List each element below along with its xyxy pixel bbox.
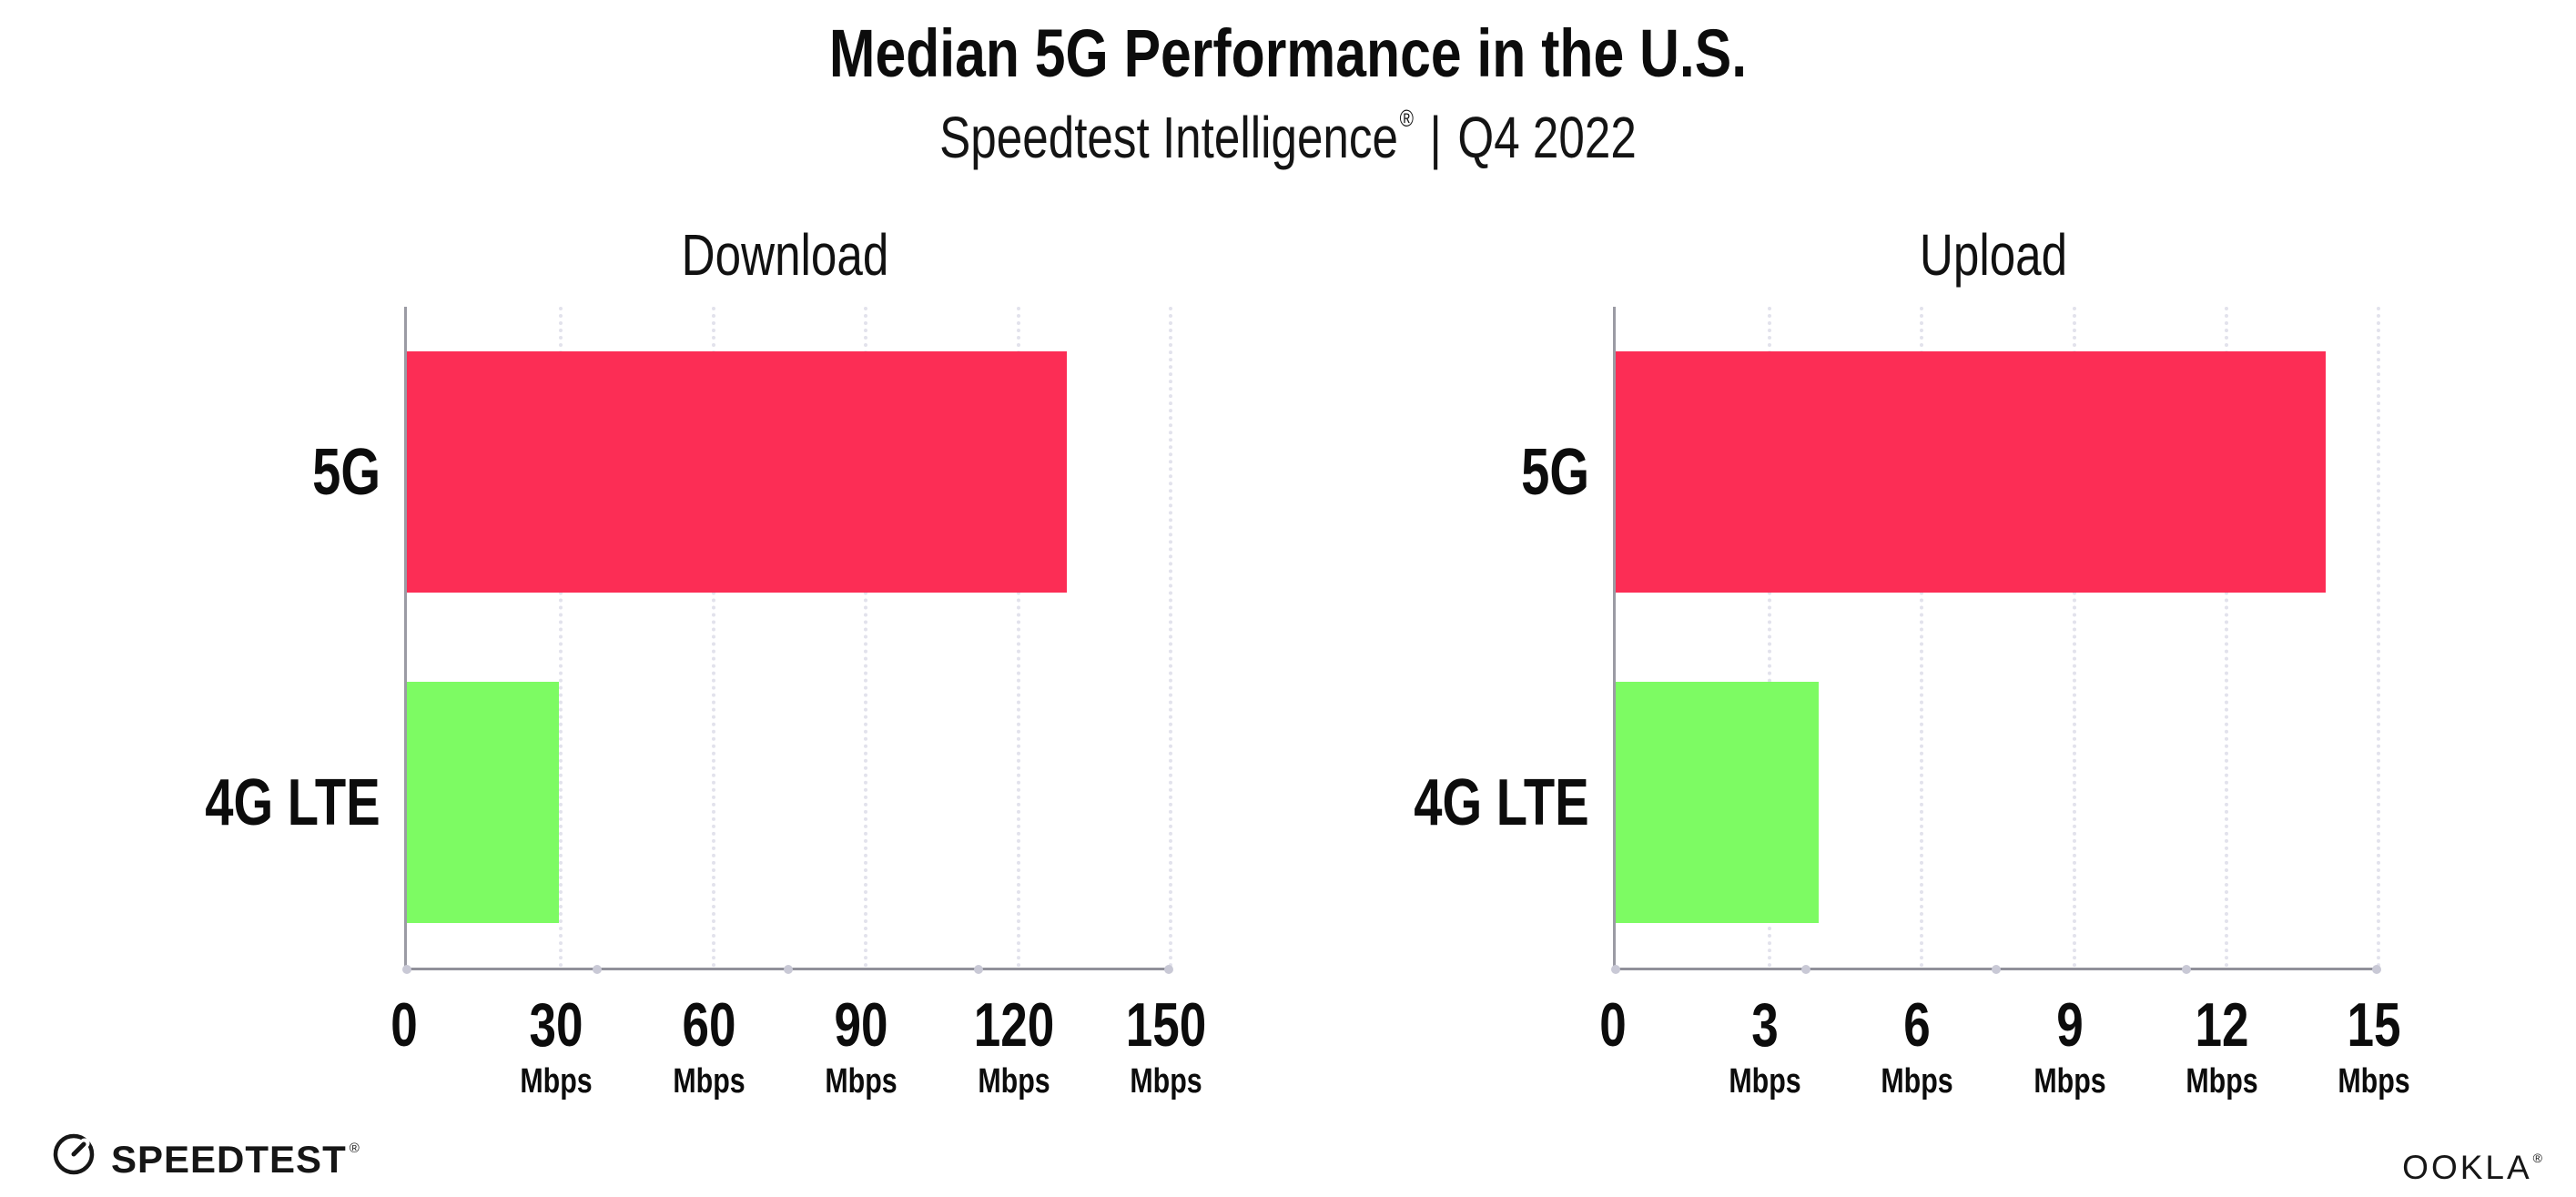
x-tick-unit: Mbps [1130, 1062, 1202, 1101]
x-tick-unit: Mbps [2186, 1062, 2258, 1101]
plot-area-download [402, 307, 1173, 974]
gauge-dial-icon [51, 1131, 96, 1177]
axis-tick-dot [1611, 965, 1620, 974]
x-tick-value: 15 [2347, 990, 2401, 1060]
registered-trademark-icon: ® [349, 1141, 360, 1156]
gridline-upload-15 [2377, 307, 2380, 968]
x-tick-value: 60 [682, 990, 736, 1060]
gridline-upload-6 [1920, 307, 1924, 968]
chart-title-download: Download [681, 222, 889, 288]
x-tick-download-30: 30 Mbps [447, 992, 665, 1101]
gridline-download-120 [1016, 307, 1020, 968]
x-tick-upload-6: 6 Mbps [1808, 992, 2026, 1101]
x-tick-value: 0 [390, 990, 418, 1060]
x-tick-download-0: 0 [295, 992, 513, 1058]
bar-download-5g [407, 351, 1068, 593]
speedtest-logo: SPEEDTEST ® [51, 1127, 360, 1182]
gridline-download-150 [1169, 307, 1172, 968]
x-tick-upload-15: 15 Mbps [2265, 992, 2483, 1101]
x-tick-value: 3 [1751, 990, 1779, 1060]
category-label-upload-4g-lte: 4G LTE [1414, 766, 1589, 839]
x-tick-value: 150 [1125, 990, 1207, 1060]
x-tick-upload-3: 3 Mbps [1656, 992, 1874, 1101]
gridline-download-60 [711, 307, 715, 968]
x-tick-unit: Mbps [1729, 1062, 1801, 1101]
ookla-logo: OOKLA® [2402, 1140, 2545, 1186]
axis-tick-dot [783, 965, 793, 974]
x-tick-download-90: 90 Mbps [752, 992, 970, 1101]
registered-trademark-icon: ® [2532, 1151, 2545, 1165]
speedtest-wordmark: SPEEDTEST ® [111, 1138, 360, 1181]
bar-upload-5g [1616, 351, 2327, 593]
axis-tick-dot [593, 965, 603, 974]
x-tick-upload-9: 9 Mbps [1961, 992, 2179, 1101]
subtitle-period: Q4 2022 [1457, 105, 1637, 170]
page-subtitle: Speedtest Intelligence® | Q4 2022 [258, 104, 2318, 171]
gridline-upload-12 [2224, 307, 2228, 968]
subtitle-separator: | [1429, 105, 1442, 170]
ookla-wordmark: OOKLA [2402, 1149, 2532, 1186]
gridline-upload-9 [2072, 307, 2076, 968]
bar-upload-4g-lte [1616, 682, 1819, 923]
axis-tick-dot [1164, 965, 1173, 974]
axis-tick-dot [1992, 965, 2001, 974]
x-tick-unit: Mbps [977, 1062, 1050, 1101]
x-tick-upload-0: 0 [1504, 992, 1722, 1058]
gridline-download-30 [559, 307, 563, 968]
x-tick-unit: Mbps [1881, 1062, 1954, 1101]
page-title: Median 5G Performance in the U.S. [828, 15, 1748, 91]
x-tick-download-150: 150 Mbps [1057, 992, 1275, 1101]
category-label-download-4g-lte: 4G LTE [205, 766, 380, 839]
x-tick-value: 0 [1599, 990, 1627, 1060]
x-tick-value: 9 [2055, 990, 2084, 1060]
category-label-upload-5g: 5G [1521, 435, 1589, 509]
axis-tick-dot [973, 965, 983, 974]
x-tick-value: 6 [1903, 990, 1932, 1060]
registered-trademark-icon: ® [1399, 105, 1414, 132]
axis-tick-dot [1801, 965, 1810, 974]
axis-tick-dot [2182, 965, 2191, 974]
bar-download-4g-lte [407, 682, 560, 923]
x-tick-upload-12: 12 Mbps [2113, 992, 2331, 1101]
x-tick-download-120: 120 Mbps [905, 992, 1123, 1101]
x-tick-value: 30 [529, 990, 583, 1060]
plot-area-upload [1611, 307, 2381, 974]
x-tick-unit: Mbps [673, 1062, 745, 1101]
x-tick-download-60: 60 Mbps [600, 992, 818, 1101]
subtitle-brand: Speedtest Intelligence [939, 105, 1398, 170]
x-tick-unit: Mbps [2338, 1062, 2410, 1101]
axis-tick-dot [402, 965, 411, 974]
x-tick-unit: Mbps [520, 1062, 593, 1101]
gridline-download-90 [864, 307, 868, 968]
x-tick-value: 90 [834, 990, 888, 1060]
x-tick-value: 12 [2195, 990, 2249, 1060]
x-tick-unit: Mbps [825, 1062, 898, 1101]
axis-tick-dot [2372, 965, 2381, 974]
x-tick-value: 120 [973, 990, 1054, 1060]
x-tick-unit: Mbps [2033, 1062, 2106, 1101]
category-label-download-5g: 5G [312, 435, 380, 509]
chart-title-upload: Upload [1919, 222, 2068, 288]
gridline-upload-3 [1768, 307, 1772, 968]
